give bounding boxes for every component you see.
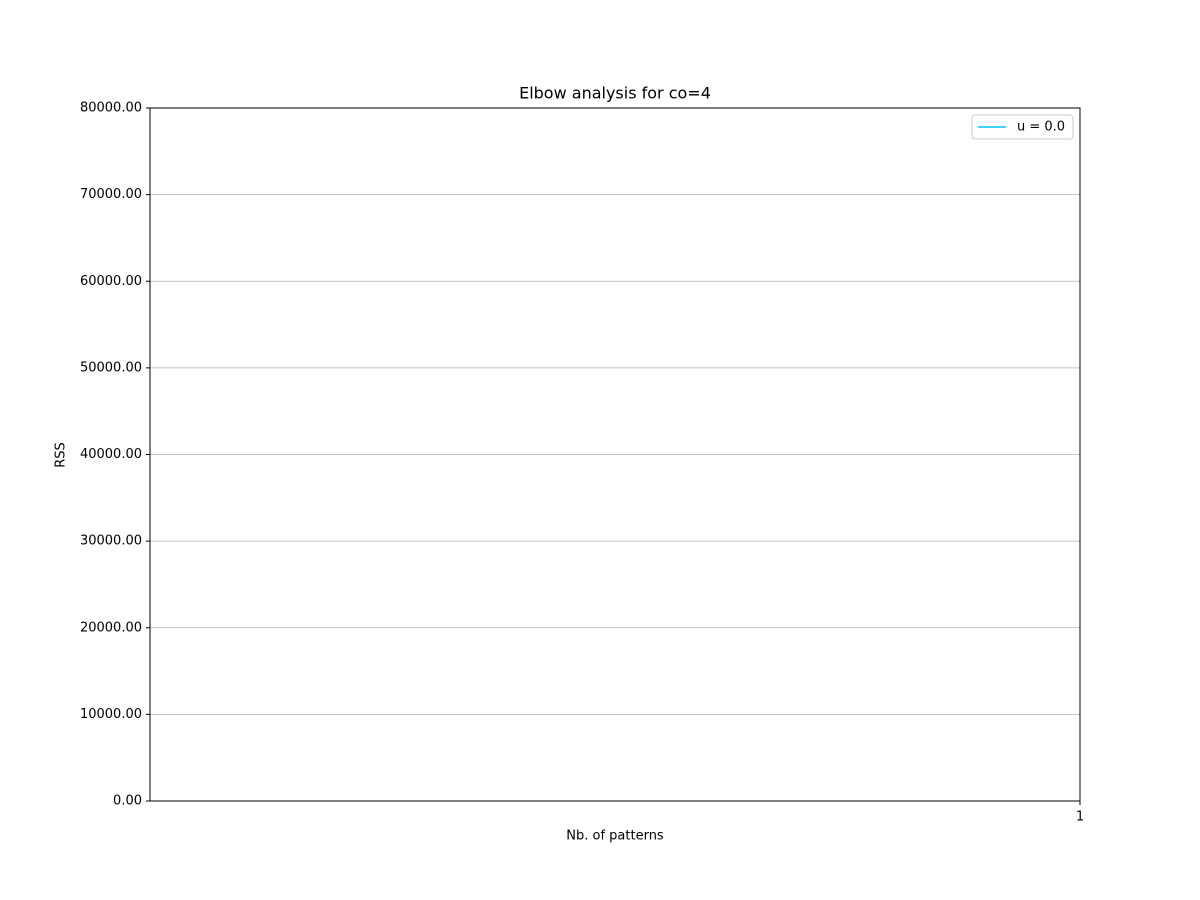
y-tick-label: 80000.00 <box>80 101 142 116</box>
y-tick-label: 30000.00 <box>80 534 142 549</box>
x-axis-label: Nb. of patterns <box>566 829 664 844</box>
y-tick-label: 20000.00 <box>80 620 142 635</box>
y-tick-label: 40000.00 <box>80 447 142 462</box>
y-tick-label: 50000.00 <box>80 360 142 375</box>
x-tick-label: 1 <box>1076 810 1084 825</box>
plot-frame <box>149 107 1081 802</box>
legend-box <box>971 114 1074 140</box>
y-tick-label: 0.00 <box>113 794 142 809</box>
y-tick-label: 10000.00 <box>80 707 142 722</box>
y-axis-label: RSS <box>54 442 69 468</box>
legend-label: u = 0.0 <box>1017 120 1065 135</box>
y-tick-label: 60000.00 <box>80 274 142 289</box>
chart-title: Elbow analysis for co=4 <box>519 84 711 103</box>
y-tick-label: 70000.00 <box>80 187 142 202</box>
